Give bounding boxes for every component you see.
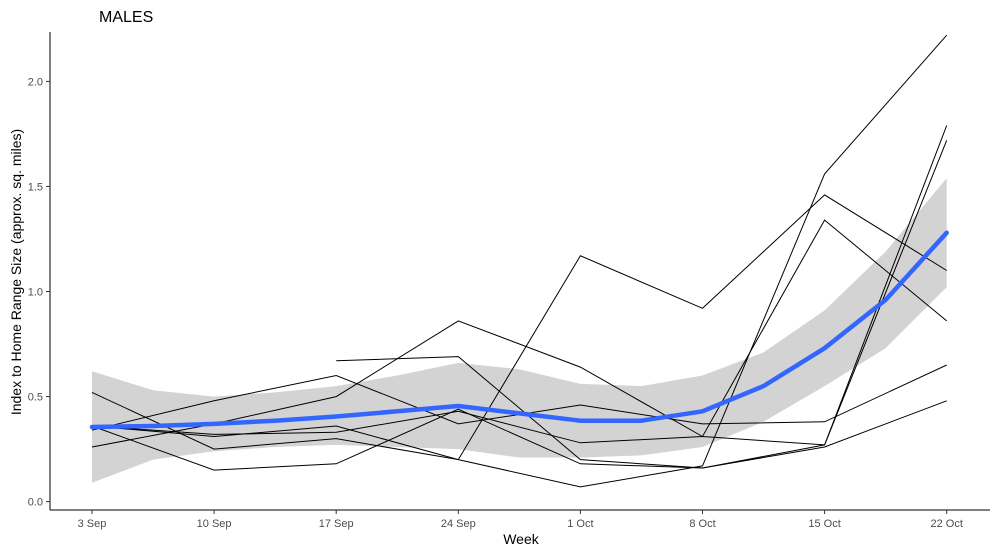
x-tick-label: 8 Oct — [689, 518, 715, 530]
x-tick-label: 3 Sep — [78, 518, 107, 530]
confidence-ribbon — [92, 178, 947, 483]
y-tick-label: 2.0 — [28, 76, 43, 88]
x-tick-label: 22 Oct — [930, 518, 962, 530]
x-tick-label: 10 Sep — [197, 518, 232, 530]
series-line-1 — [91, 34, 948, 488]
series-line-6 — [336, 140, 948, 469]
y-tick-label: 0.5 — [28, 392, 43, 404]
x-tick-label: 1 Oct — [567, 518, 593, 530]
y-tick-label: 1.5 — [28, 181, 43, 193]
y-axis-title: Index to Home Range Size (approx. sq. mi… — [8, 129, 24, 415]
x-axis-title: Week — [503, 531, 540, 547]
series-line-3 — [91, 194, 947, 461]
series-line-7 — [91, 125, 948, 446]
smooth-layer — [89, 230, 949, 430]
x-tick-label: 15 Oct — [808, 518, 840, 530]
x-tick-label: 17 Sep — [319, 518, 354, 530]
confidence-ribbon-layer — [92, 178, 947, 483]
series-line-2 — [91, 219, 948, 448]
chart-title: MALES — [99, 9, 153, 26]
series-line-4 — [91, 400, 947, 471]
y-tick-label: 0.0 — [28, 497, 43, 509]
y-tick-label: 1.0 — [28, 287, 43, 299]
smooth-trend-line — [89, 230, 949, 430]
x-tick-label: 24 Sep — [441, 518, 476, 530]
axes-layer: 0.0 0.5 1.0 1.5 2.0 3 Sep 10 Sep 17 Sep 24 Sep 1 … — [28, 32, 990, 530]
